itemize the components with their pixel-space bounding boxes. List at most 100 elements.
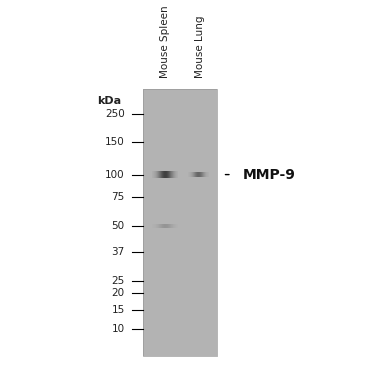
Text: 50: 50 <box>112 221 125 231</box>
FancyBboxPatch shape <box>143 291 217 292</box>
FancyBboxPatch shape <box>143 347 217 348</box>
FancyBboxPatch shape <box>143 246 217 247</box>
FancyBboxPatch shape <box>143 288 217 290</box>
FancyBboxPatch shape <box>143 318 217 319</box>
FancyBboxPatch shape <box>143 338 217 339</box>
FancyBboxPatch shape <box>143 223 217 224</box>
FancyBboxPatch shape <box>143 215 217 216</box>
FancyBboxPatch shape <box>143 231 217 232</box>
FancyBboxPatch shape <box>143 212 217 213</box>
FancyBboxPatch shape <box>143 167 217 168</box>
FancyBboxPatch shape <box>143 199 217 200</box>
FancyBboxPatch shape <box>143 108 217 109</box>
FancyBboxPatch shape <box>143 116 217 117</box>
FancyBboxPatch shape <box>143 259 217 260</box>
FancyBboxPatch shape <box>143 283 217 284</box>
FancyBboxPatch shape <box>143 163 217 164</box>
FancyBboxPatch shape <box>143 330 217 331</box>
FancyBboxPatch shape <box>143 216 217 217</box>
Text: 15: 15 <box>111 304 125 315</box>
FancyBboxPatch shape <box>143 292 217 294</box>
FancyBboxPatch shape <box>143 308 217 309</box>
FancyBboxPatch shape <box>143 273 217 275</box>
Text: kDa: kDa <box>97 96 121 106</box>
FancyBboxPatch shape <box>143 230 217 231</box>
FancyBboxPatch shape <box>143 111 217 112</box>
FancyBboxPatch shape <box>143 302 217 303</box>
FancyBboxPatch shape <box>143 158 217 159</box>
FancyBboxPatch shape <box>143 332 217 333</box>
FancyBboxPatch shape <box>143 162 217 163</box>
FancyBboxPatch shape <box>143 237 217 239</box>
FancyBboxPatch shape <box>143 103 217 104</box>
FancyBboxPatch shape <box>143 252 217 254</box>
FancyBboxPatch shape <box>143 92 217 93</box>
FancyBboxPatch shape <box>143 276 217 278</box>
Text: 75: 75 <box>111 192 125 202</box>
FancyBboxPatch shape <box>143 336 217 338</box>
FancyBboxPatch shape <box>143 280 217 282</box>
FancyBboxPatch shape <box>143 242 217 243</box>
FancyBboxPatch shape <box>143 321 217 323</box>
Text: 150: 150 <box>105 138 125 147</box>
FancyBboxPatch shape <box>143 170 217 171</box>
FancyBboxPatch shape <box>143 110 217 111</box>
FancyBboxPatch shape <box>143 287 217 288</box>
FancyBboxPatch shape <box>143 217 217 219</box>
FancyBboxPatch shape <box>143 279 217 280</box>
FancyBboxPatch shape <box>143 333 217 335</box>
FancyBboxPatch shape <box>143 177 217 179</box>
FancyBboxPatch shape <box>143 105 217 107</box>
FancyBboxPatch shape <box>143 140 217 141</box>
FancyBboxPatch shape <box>143 263 217 264</box>
FancyBboxPatch shape <box>143 196 217 198</box>
FancyBboxPatch shape <box>143 146 217 147</box>
FancyBboxPatch shape <box>143 131 217 132</box>
FancyBboxPatch shape <box>143 335 217 336</box>
FancyBboxPatch shape <box>143 234 217 235</box>
FancyBboxPatch shape <box>143 203 217 204</box>
FancyBboxPatch shape <box>143 151 217 152</box>
FancyBboxPatch shape <box>143 343 217 344</box>
FancyBboxPatch shape <box>143 352 217 354</box>
FancyBboxPatch shape <box>143 119 217 120</box>
FancyBboxPatch shape <box>143 232 217 234</box>
FancyBboxPatch shape <box>143 195 217 196</box>
FancyBboxPatch shape <box>143 204 217 206</box>
FancyBboxPatch shape <box>143 98 217 99</box>
FancyBboxPatch shape <box>143 132 217 134</box>
FancyBboxPatch shape <box>143 174 217 175</box>
FancyBboxPatch shape <box>143 323 217 324</box>
FancyBboxPatch shape <box>143 137 217 139</box>
FancyBboxPatch shape <box>143 120 217 122</box>
FancyBboxPatch shape <box>143 188 217 189</box>
Text: 100: 100 <box>105 170 125 180</box>
FancyBboxPatch shape <box>143 220 217 222</box>
FancyBboxPatch shape <box>143 93 217 95</box>
FancyBboxPatch shape <box>143 260 217 261</box>
FancyBboxPatch shape <box>143 136 217 137</box>
FancyBboxPatch shape <box>143 123 217 124</box>
FancyBboxPatch shape <box>143 320 217 321</box>
FancyBboxPatch shape <box>143 201 217 203</box>
FancyBboxPatch shape <box>143 342 217 343</box>
FancyBboxPatch shape <box>143 183 217 184</box>
FancyBboxPatch shape <box>143 179 217 180</box>
FancyBboxPatch shape <box>143 354 217 355</box>
FancyBboxPatch shape <box>143 96 217 98</box>
Text: 37: 37 <box>111 247 125 257</box>
FancyBboxPatch shape <box>143 186 217 187</box>
FancyBboxPatch shape <box>143 164 217 165</box>
FancyBboxPatch shape <box>143 112 217 113</box>
FancyBboxPatch shape <box>143 134 217 135</box>
FancyBboxPatch shape <box>143 258 217 259</box>
FancyBboxPatch shape <box>143 125 217 127</box>
FancyBboxPatch shape <box>143 236 217 237</box>
FancyBboxPatch shape <box>143 340 217 342</box>
Text: 20: 20 <box>112 288 125 298</box>
FancyBboxPatch shape <box>143 144 217 146</box>
FancyBboxPatch shape <box>143 244 217 246</box>
FancyBboxPatch shape <box>143 256 217 258</box>
FancyBboxPatch shape <box>143 152 217 153</box>
FancyBboxPatch shape <box>143 299 217 300</box>
